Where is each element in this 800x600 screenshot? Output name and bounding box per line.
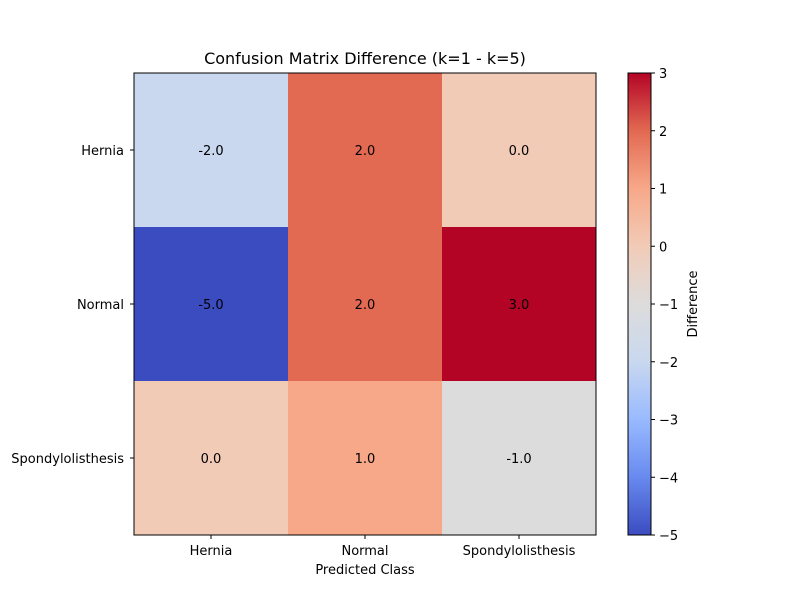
colorbar-tick-label: −5 xyxy=(659,529,678,544)
heatmap-cells xyxy=(134,73,596,535)
heatmap-cell-labels: -2.0 2.0 0.0 -5.0 2.0 3.0 0.0 1.0 -1.0 xyxy=(198,144,531,467)
colorbar-tick-label: 0 xyxy=(659,240,667,255)
heatmap-cell-0-1 xyxy=(288,73,442,227)
x-axis-label: Predicted Class xyxy=(315,563,415,578)
y-tick-label: Hernia xyxy=(81,144,124,159)
chart-title: Confusion Matrix Difference (k=1 - k=5) xyxy=(204,49,526,68)
cell-value-label-1-2: 3.0 xyxy=(509,298,530,313)
cell-value-label-1-1: 2.0 xyxy=(355,298,376,313)
colorbar-ticks: 3 2 1 0 −1 −2 −3 −4 −5 xyxy=(651,67,678,544)
x-axis: Hernia Normal Spondylolisthesis xyxy=(190,535,576,559)
cell-value-label-0-2: 0.0 xyxy=(509,144,530,159)
x-tick-label: Hernia xyxy=(190,544,233,559)
colorbar xyxy=(627,72,652,536)
colorbar-tick-label: −2 xyxy=(659,356,678,371)
colorbar-tick-label: −1 xyxy=(659,298,678,313)
cell-value-label-2-2: -1.0 xyxy=(506,452,531,467)
y-axis: Hernia Normal Spondylolisthesis xyxy=(11,144,134,467)
colorbar-tick-label: −4 xyxy=(659,471,678,486)
colorbar-label: Difference xyxy=(686,270,701,337)
cell-value-label-2-1: 1.0 xyxy=(355,452,376,467)
cell-value-label-2-0: 0.0 xyxy=(201,452,222,467)
heatmap-cell-2-2 xyxy=(442,381,596,535)
heatmap-cell-2-1 xyxy=(288,381,442,535)
cell-value-label-1-0: -5.0 xyxy=(198,298,223,313)
cell-value-label-0-1: 2.0 xyxy=(355,144,376,159)
colorbar-tick-label: 3 xyxy=(659,67,667,82)
x-tick-label: Spondylolisthesis xyxy=(463,544,576,559)
y-tick-label: Spondylolisthesis xyxy=(11,452,124,467)
heatmap-cell-1-0 xyxy=(134,227,288,381)
x-tick-label: Normal xyxy=(341,544,388,559)
heatmap-cell-0-2 xyxy=(442,73,596,227)
y-tick-label: Normal xyxy=(77,298,124,313)
colorbar-tick-label: −3 xyxy=(659,414,678,429)
cell-value-label-0-0: -2.0 xyxy=(198,144,223,159)
colorbar-tick-label: 1 xyxy=(659,183,667,198)
colorbar-tick-label: 2 xyxy=(659,125,667,140)
heatmap-cell-0-0 xyxy=(134,73,288,227)
heatmap-cell-2-0 xyxy=(134,381,288,535)
heatmap-cell-1-2 xyxy=(442,227,596,381)
heatmap-cell-1-1 xyxy=(288,227,442,381)
